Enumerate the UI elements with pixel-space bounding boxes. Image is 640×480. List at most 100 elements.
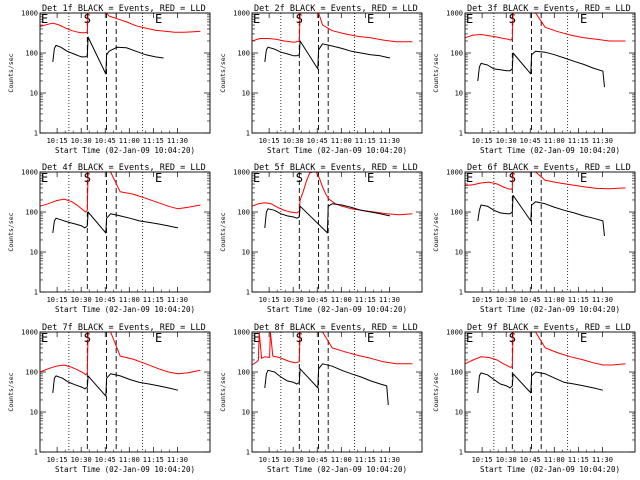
lld-series-line (464, 12, 626, 42)
plot-frame (251, 331, 423, 453)
y-tick-label: 100 (237, 50, 250, 58)
event-marker-label: E (155, 331, 162, 345)
lld-series-line (464, 331, 626, 368)
event-marker-label: S (84, 12, 91, 26)
y-tick-label: 1 (459, 289, 463, 297)
y-tick-label: 1000 (446, 329, 463, 337)
y-tick-label: 1 (246, 449, 250, 457)
y-tick-label: 10 (242, 90, 250, 98)
event-marker-label: S (296, 12, 303, 26)
x-tick-label: 10:45 (95, 456, 116, 464)
chart-panel: Det 4f BLACK = Events, RED = LLD Counts/s… (7, 163, 211, 314)
y-tick-label: 1000 (21, 169, 38, 177)
events-series-line (264, 363, 389, 406)
y-tick-label: 10 (30, 409, 38, 417)
y-axis-label: Counts/sec (432, 53, 440, 92)
y-tick-label: 100 (237, 209, 250, 217)
x-tick-label: 10:30 (71, 456, 92, 464)
x-axis-label: Start Time (02-Jan-09 10:04:20) (55, 305, 195, 314)
x-tick-label: 10:45 (520, 296, 541, 304)
x-tick-label: 10:45 (307, 456, 328, 464)
x-tick-label: 10:15 (259, 456, 280, 464)
x-tick-label: 11:30 (379, 137, 400, 145)
lld-series-line (251, 171, 413, 216)
x-axis-label: Start Time (02-Jan-09 10:04:20) (480, 305, 620, 314)
chart-panel: Det 9f BLACK = Events, RED = LLD Counts/s… (432, 323, 636, 474)
plot-frame (464, 12, 636, 134)
events-series-line (52, 36, 164, 75)
y-tick-label: 1 (246, 130, 250, 138)
y-tick-label: 1000 (233, 329, 250, 337)
y-tick-label: 100 (450, 369, 463, 377)
event-marker-label: S (296, 331, 303, 345)
events-series-line (477, 371, 604, 394)
y-tick-label: 1000 (446, 169, 463, 177)
event-marker-label: E (367, 12, 374, 26)
x-tick-label: 10:30 (283, 137, 304, 145)
plot-frame (251, 12, 423, 134)
event-marker-label: E (580, 171, 587, 185)
event-marker-label: E (580, 12, 587, 26)
event-marker-label: S (509, 12, 516, 26)
x-tick-label: 11:00 (331, 137, 352, 145)
plot-frame (39, 171, 211, 293)
x-tick-label: 11:00 (119, 456, 140, 464)
chart-panel: Det 6f BLACK = Events, RED = LLD Counts/s… (432, 163, 636, 314)
x-axis-label: Start Time (02-Jan-09 10:04:20) (267, 305, 407, 314)
lld-series-line (39, 331, 201, 376)
event-marker-label: E (367, 331, 374, 345)
x-tick-label: 11:30 (592, 456, 613, 464)
chart-panel: Det 1f BLACK = Events, RED = LLD Counts/s… (7, 4, 211, 155)
x-tick-label: 11:00 (544, 137, 565, 145)
x-tick-label: 11:30 (167, 137, 188, 145)
x-tick-label: 10:30 (496, 296, 517, 304)
lld-series-line (251, 331, 413, 366)
y-axis-label: Counts/sec (7, 372, 15, 411)
x-tick-label: 10:45 (307, 296, 328, 304)
event-marker-label: E (253, 12, 260, 26)
y-tick-label: 1 (34, 130, 38, 138)
x-tick-label: 10:45 (95, 137, 116, 145)
x-tick-label: 11:15 (355, 296, 376, 304)
events-series-line (52, 373, 179, 397)
x-tick-label: 11:15 (355, 137, 376, 145)
x-tick-label: 10:15 (259, 137, 280, 145)
x-tick-label: 10:15 (472, 296, 493, 304)
event-marker-label: S (84, 331, 91, 345)
plot-frame (39, 331, 211, 453)
y-tick-label: 10 (30, 90, 38, 98)
chart-title: Det 8f BLACK = Events, RED = LLD (254, 323, 418, 333)
x-tick-label: 10:30 (496, 137, 517, 145)
x-tick-label: 11:00 (331, 296, 352, 304)
chart-title: Det 2f BLACK = Events, RED = LLD (254, 4, 418, 14)
x-tick-label: 11:15 (143, 456, 164, 464)
y-tick-label: 10 (242, 249, 250, 257)
chart-title: Det 3f BLACK = Events, RED = LLD (467, 4, 631, 14)
lld-series-line (464, 171, 626, 190)
chart-title: Det 4f BLACK = Events, RED = LLD (42, 163, 206, 173)
x-tick-label: 11:30 (592, 296, 613, 304)
y-axis-label: Counts/sec (219, 212, 227, 251)
y-tick-label: 1000 (21, 10, 38, 18)
event-marker-label: E (466, 331, 473, 345)
y-tick-label: 1 (246, 289, 250, 297)
x-tick-label: 11:00 (119, 296, 140, 304)
y-tick-label: 10 (242, 409, 250, 417)
x-tick-label: 11:00 (544, 456, 565, 464)
x-tick-label: 10:30 (283, 296, 304, 304)
y-tick-label: 10 (455, 409, 463, 417)
chart-title: Det 7f BLACK = Events, RED = LLD (42, 323, 206, 333)
y-tick-label: 10 (455, 249, 463, 257)
chart-title: Det 1f BLACK = Events, RED = LLD (42, 4, 206, 14)
lld-series-line (39, 12, 201, 34)
y-axis-label: Counts/sec (219, 372, 227, 411)
x-tick-label: 10:45 (520, 137, 541, 145)
event-marker-label: E (580, 331, 587, 345)
y-axis-label: Counts/sec (7, 53, 15, 92)
x-tick-label: 11:15 (568, 296, 589, 304)
x-tick-label: 11:15 (143, 137, 164, 145)
chart-panel: Det 2f BLACK = Events, RED = LLD Counts/s… (219, 4, 423, 155)
x-tick-label: 10:15 (472, 137, 493, 145)
y-tick-label: 10 (455, 90, 463, 98)
